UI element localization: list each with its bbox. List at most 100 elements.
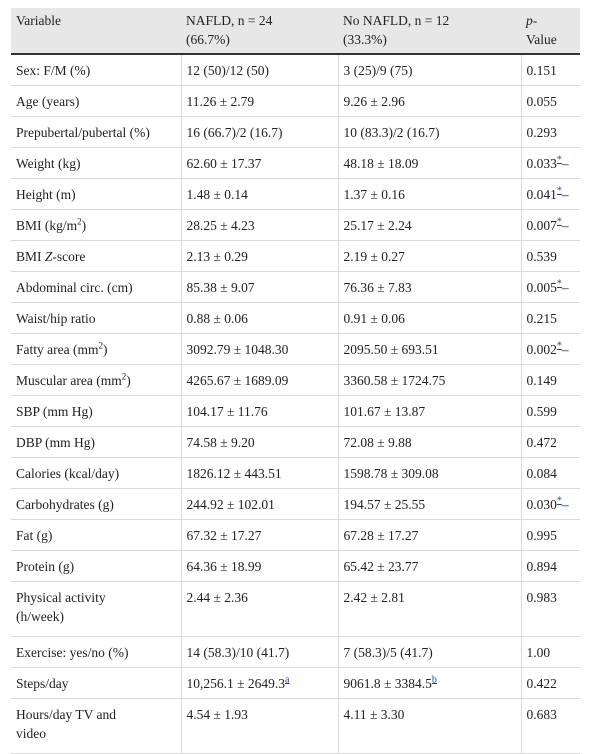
cell-no-nafld: 194.57 ± 25.55 [338, 488, 522, 520]
table-container: Variable NAFLD, n = 24 (66.7%) No NAFLD, … [11, 8, 580, 754]
no-nafld-value: 1598.78 ± 309.08 [343, 465, 439, 481]
nafld-value: 16 (66.7)/2 (16.7) [186, 124, 283, 140]
table-row: Abdominal circ. (cm) 85.38 ± 9.07 76.36 ± … [11, 271, 580, 303]
significance-dash: – [561, 279, 569, 295]
cell-nafld: 1826.12 ± 443.51 [181, 457, 339, 489]
no-nafld-value: 101.67 ± 13.87 [343, 403, 426, 419]
cell-variable: Physical activity (h/week) [11, 581, 182, 637]
cell-variable: Fat (g) [11, 519, 182, 551]
table-row: Exercise: yes/no (%) 14 (58.3)/10 (41.7) 7… [11, 636, 580, 668]
p-value: 0.422 [526, 675, 557, 691]
no-nafld-value: 4.11 ± 3.30 [343, 707, 405, 722]
nafld-value: 28.25 ± 4.23 [186, 217, 255, 233]
cell-nafld: 3092.79 ± 1048.30 [181, 333, 339, 365]
cell-no-nafld: 1598.78 ± 309.08 [338, 457, 522, 489]
cell-no-nafld: 2.19 ± 0.27 [338, 240, 522, 272]
significance-link[interactable]: * [556, 278, 562, 289]
variable-text: Physical activity [16, 590, 106, 605]
nafld-value: 67.32 ± 17.27 [186, 527, 262, 543]
table-row: Physical activity (h/week) 2.44 ± 2.36 2.42… [11, 581, 580, 637]
cell-no-nafld: 1.37 ± 0.16 [338, 178, 522, 210]
variable-italic: Z [44, 248, 53, 264]
no-nafld-value: 9061.8 ± 3384.5 [343, 675, 432, 691]
variable-text: Prepubertal/pubertal (%) [16, 124, 150, 140]
p-value: 0.149 [526, 372, 557, 388]
nafld-value: 10,256.1 ± 2649.3 [186, 675, 286, 691]
cell-no-nafld: 101.67 ± 13.87 [338, 395, 522, 427]
p-value: 1.00 [526, 644, 551, 660]
variable-text: BMI [16, 248, 45, 264]
cell-nafld: 4265.67 ± 1689.09 [181, 364, 339, 396]
cell-no-nafld: 3360.58 ± 1724.75 [338, 364, 522, 396]
significance-dash: – [561, 217, 569, 233]
cell-nafld: 104.17 ± 11.76 [181, 395, 339, 427]
significance-dash: – [561, 341, 569, 357]
cell-nafld: 2.13 ± 0.29 [181, 240, 339, 272]
table-row: DBP (mm Hg) 74.58 ± 9.20 72.08 ± 9.88 0.472 [11, 426, 580, 458]
cell-p-value: 0.539 [521, 240, 580, 272]
variable-tail: ) [81, 217, 87, 233]
variable-text: Height (m) [16, 186, 76, 202]
nafld-value: 62.60 ± 17.37 [186, 155, 262, 171]
no-nafld-value: 9.26 ± 2.96 [343, 93, 405, 109]
cell-variable: Waist/hip ratio [11, 302, 182, 334]
cell-no-nafld: 9.26 ± 2.96 [338, 85, 522, 117]
cell-p-value: 1.00 [521, 636, 580, 668]
table-row: Sex: F/M (%) 12 (50)/12 (50) 3 (25)/9 (75)… [11, 54, 580, 86]
nafld-value: 85.38 ± 9.07 [186, 279, 255, 295]
variable-text: Waist/hip ratio [16, 310, 96, 326]
significance-link[interactable]: * [556, 185, 562, 196]
cell-p-value: 0.151 [521, 54, 580, 86]
significance-link[interactable]: * [556, 340, 562, 351]
no-nafld-value: 10 (83.3)/2 (16.7) [343, 124, 440, 140]
no-nafld-value: 0.91 ± 0.06 [343, 310, 405, 326]
significance-link[interactable]: * [556, 216, 562, 227]
no-nafld-value: 48.18 ± 18.09 [343, 155, 419, 171]
cell-p-value: 0.149 [521, 364, 580, 396]
header-variable: Variable [11, 8, 181, 55]
nafld-value: 2.13 ± 0.29 [186, 248, 248, 264]
cell-p-value: 0.293 [521, 116, 580, 148]
significance-link[interactable]: * [556, 154, 562, 165]
no-nafld-value: 2.19 ± 0.27 [343, 248, 405, 264]
nafld-value: 2.44 ± 2.36 [186, 590, 248, 605]
nafld-value: 4.54 ± 1.93 [186, 707, 248, 722]
significance-link[interactable]: * [556, 495, 562, 506]
cell-variable: Prepubertal/pubertal (%) [11, 116, 182, 148]
p-value: 0.033 [526, 155, 557, 171]
table-header: Variable NAFLD, n = 24 (66.7%) No NAFLD, … [11, 8, 580, 55]
table-row: Fatty area (mm2) 3092.79 ± 1048.30 2095.50… [11, 333, 580, 365]
cell-p-value: 0.894 [521, 550, 580, 582]
table-row: BMI Z-score 2.13 ± 0.29 2.19 ± 0.27 0.539 [11, 240, 580, 272]
variable-superscript: 2 [121, 371, 127, 381]
nafld-value: 74.58 ± 9.20 [186, 434, 255, 450]
header-no-nafld: No NAFLD, n = 12 (33.3%) [338, 8, 521, 55]
variable-text: Hours/day TV and [16, 707, 116, 722]
cell-nafld: 2.44 ± 2.36 [181, 581, 339, 637]
table-row: Calories (kcal/day) 1826.12 ± 443.51 1598.… [11, 457, 580, 489]
significance-dash: – [561, 496, 569, 512]
cell-nafld: 74.58 ± 9.20 [181, 426, 339, 458]
no-nafld-value: 76.36 ± 7.83 [343, 279, 412, 295]
nafld-value: 3092.79 ± 1048.30 [186, 341, 289, 357]
table-row: Protein (g) 64.36 ± 18.99 65.42 ± 23.77 0.8… [11, 550, 580, 582]
p-value: 0.041 [526, 186, 557, 202]
nafld-value: 244.92 ± 102.01 [186, 496, 275, 512]
no-nafld-value: 1.37 ± 0.16 [343, 186, 405, 202]
footnote-link[interactable]: a [285, 674, 290, 685]
variable-text: BMI (kg/m [16, 217, 78, 233]
table-row: Height (m) 1.48 ± 0.14 1.37 ± 0.16 0.041*– [11, 178, 580, 210]
variable-superscript: 2 [98, 340, 103, 350]
no-nafld-value: 3360.58 ± 1724.75 [343, 372, 446, 388]
cell-nafld: 85.38 ± 9.07 [181, 271, 339, 303]
cell-variable: Muscular area (mm2) [11, 364, 182, 396]
cell-no-nafld: 2095.50 ± 693.51 [338, 333, 522, 365]
cell-nafld: 67.32 ± 17.27 [181, 519, 339, 551]
p-value: 0.084 [526, 465, 557, 481]
cell-variable: Steps/day [11, 667, 182, 699]
cell-p-value: 0.033*– [521, 147, 580, 179]
table-row: Fat (g) 67.32 ± 17.27 67.28 ± 17.27 0.995 [11, 519, 580, 551]
nafld-value: 11.26 ± 2.79 [186, 93, 255, 109]
table-row: Age (years) 11.26 ± 2.79 9.26 ± 2.96 0.055 [11, 85, 580, 117]
footnote-link[interactable]: b [431, 674, 437, 685]
